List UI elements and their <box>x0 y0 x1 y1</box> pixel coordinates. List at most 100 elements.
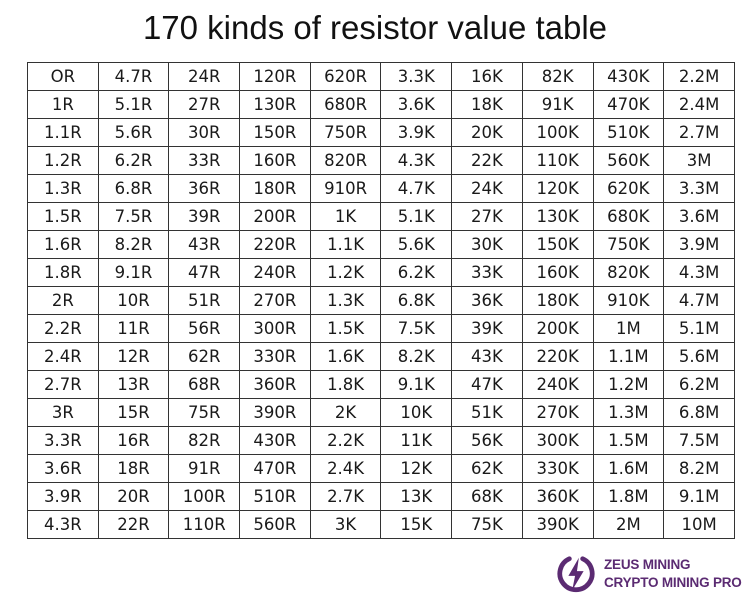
table-cell: 560K <box>592 146 665 175</box>
table-cell: 75K <box>451 510 523 539</box>
table-cell: 18R <box>97 454 170 483</box>
table-cell: 7.5K <box>380 314 453 343</box>
table-cell: 750R <box>309 118 382 147</box>
logo-text: ZEUS MINING CRYPTO MINING PRO <box>604 556 742 592</box>
table-cell: 5.6R <box>97 118 170 147</box>
table-cell: 11K <box>380 426 453 455</box>
table-row: 1.2R 6.2R 33R 160R 820R 4.3K 22K 110K 560K 3M <box>27 146 735 175</box>
table-row: 1.3R 6.8R 36R 180R 910R 4.7K 24K 120K 620K 3.3M <box>27 174 735 203</box>
table-cell: 4.7K <box>380 174 453 203</box>
table-cell: 27R <box>168 90 241 119</box>
table-cell: 6.2K <box>380 258 453 287</box>
table-cell: 1.1R <box>27 118 99 147</box>
table-cell: 910R <box>309 174 382 203</box>
table-cell: 12R <box>97 342 170 371</box>
table-cell: 1.2M <box>592 370 665 399</box>
table-cell: 91R <box>168 454 241 483</box>
table-cell: 4.7R <box>97 62 170 91</box>
table-cell: 180R <box>239 174 311 203</box>
table-cell: 10M <box>663 510 735 539</box>
table-cell: 4.7M <box>663 286 735 315</box>
table-row: 3.9R 20R 100R 510R 2.7K 13K 68K 360K 1.8M 9.1M <box>27 482 735 511</box>
table-row: 1.5R 7.5R 39R 200R 1K 5.1K 27K 130K 680K 3.6M <box>27 202 735 231</box>
table-row: 3R 15R 75R 390R 2K 10K 51K 270K 1.3M 6.8M <box>27 398 735 427</box>
table-cell: 2.2R <box>27 314 99 343</box>
table-cell: 4.3R <box>27 510 99 539</box>
table-cell: 30R <box>168 118 241 147</box>
table-cell: 1.8R <box>27 258 99 287</box>
table-cell: 3R <box>27 398 99 427</box>
table-cell: 1.5K <box>309 314 382 343</box>
table-cell: 22K <box>451 146 523 175</box>
table-cell: 3.3M <box>663 174 735 203</box>
table-cell: 1.1K <box>309 230 382 259</box>
table-cell: 39R <box>168 202 241 231</box>
table-cell: 2.2M <box>663 62 735 91</box>
table-cell: 4.3K <box>380 146 453 175</box>
page-title: 170 kinds of resistor value table <box>142 9 608 46</box>
table-row: 3.6R 18R 91R 470R 2.4K 12K 62K 330K 1.6M 8.2M <box>27 454 735 483</box>
table-cell: 330K <box>521 454 594 483</box>
table-cell: 24K <box>451 174 523 203</box>
table-cell: 56R <box>168 314 241 343</box>
table-cell: 820R <box>309 146 382 175</box>
table-cell: 360K <box>521 482 594 511</box>
table-cell: 110R <box>168 510 241 539</box>
table-cell: 68R <box>168 370 241 399</box>
table-cell: 68K <box>451 482 523 511</box>
table-cell: OR <box>27 62 99 91</box>
table-cell: 390R <box>239 398 311 427</box>
table-cell: 1.3M <box>592 398 665 427</box>
table-cell: 10K <box>380 398 453 427</box>
table-cell: 91K <box>521 90 594 119</box>
table-cell: 43K <box>451 342 523 371</box>
table-cell: 9.1K <box>380 370 453 399</box>
table-cell: 1.1M <box>592 342 665 371</box>
table-cell: 33K <box>451 258 523 287</box>
table-cell: 3.3R <box>27 426 99 455</box>
table-cell: 220R <box>239 230 311 259</box>
table-cell: 24R <box>168 62 241 91</box>
table-cell: 13R <box>97 370 170 399</box>
table-cell: 300K <box>521 426 594 455</box>
table-cell: 1.6R <box>27 230 99 259</box>
table-cell: 47K <box>451 370 523 399</box>
table-row: 1.6R 8.2R 43R 220R 1.1K 5.6K 30K 150K 750K 3.9M <box>27 230 735 259</box>
table-cell: 7.5M <box>663 426 735 455</box>
table-cell: 15K <box>380 510 453 539</box>
table-cell: 1.5M <box>592 426 665 455</box>
table-cell: 120R <box>239 62 311 91</box>
table-cell: 200R <box>239 202 311 231</box>
table-cell: 1.5R <box>27 202 99 231</box>
table-cell: 39K <box>451 314 523 343</box>
table-cell: 1.8M <box>592 482 665 511</box>
table-cell: 75R <box>168 398 241 427</box>
table-cell: 910K <box>592 286 665 315</box>
table-cell: 560R <box>239 510 311 539</box>
table-cell: 3K <box>309 510 382 539</box>
table-cell: 1.6M <box>592 454 665 483</box>
table-cell: 6.8M <box>663 398 735 427</box>
table-cell: 2.4R <box>27 342 99 371</box>
table-cell: 300R <box>239 314 311 343</box>
table-cell: 620K <box>592 174 665 203</box>
table-cell: 130R <box>239 90 311 119</box>
table-row: 1.1R 5.6R 30R 150R 750R 3.9K 20K 100K 510K 2.7M <box>27 118 735 147</box>
table-cell: 200K <box>521 314 594 343</box>
table-cell: 5.6K <box>380 230 453 259</box>
table-cell: 62R <box>168 342 241 371</box>
table-cell: 8.2R <box>97 230 170 259</box>
table-cell: 120K <box>521 174 594 203</box>
table-cell: 130K <box>521 202 594 231</box>
table-cell: 160K <box>521 258 594 287</box>
table-cell: 510R <box>239 482 311 511</box>
table-cell: 510K <box>592 118 665 147</box>
table-cell: 22R <box>97 510 170 539</box>
table-cell: 240R <box>239 258 311 287</box>
table-cell: 20R <box>97 482 170 511</box>
table-cell: 11R <box>97 314 170 343</box>
table-cell: 51K <box>451 398 523 427</box>
table-cell: 82K <box>521 62 594 91</box>
table-cell: 30K <box>451 230 523 259</box>
table-cell: 2.7M <box>663 118 735 147</box>
